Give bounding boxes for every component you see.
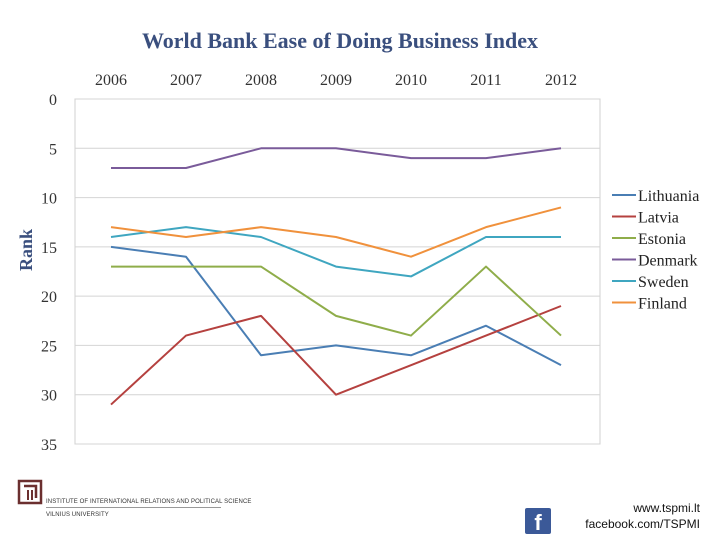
chart-title: World Bank Ease of Doing Business Index [141,28,539,53]
website-link[interactable]: www.tspmi.lt [633,501,700,515]
y-tick-label: 20 [41,289,57,306]
series-line-sweden [110,226,561,278]
legend-label: Lithuania [638,188,699,205]
x-tick-label: 2008 [245,72,277,89]
plot-area [74,98,601,445]
y-tick-label: 0 [49,92,57,109]
y-tick-label: 25 [41,338,57,355]
footer-divider [46,507,221,508]
series-line-denmark [111,147,562,169]
institution-line-1: INSTITUTE OF INTERNATIONAL RELATIONS AND… [46,499,252,505]
legend-label: Denmark [638,253,698,270]
y-tick-label: 35 [41,437,57,454]
legend-label: Latvia [638,210,679,227]
institution-line-2: VILNIUS UNIVERSITY [46,512,109,518]
footer-links: www.tspmi.lt facebook.com/TSPMI [585,500,700,532]
legend-label: Sweden [638,274,689,291]
x-tick-label: 2012 [545,72,577,89]
x-tick-label: 2007 [170,72,202,89]
y-tick-label: 15 [41,240,57,257]
legend-label: Estonia [638,231,686,248]
x-tick-label: 2009 [320,72,352,89]
institution-name: INSTITUTE OF INTERNATIONAL RELATIONS AND… [46,498,252,520]
university-logo-icon [17,479,43,505]
series-line-estonia [111,265,562,337]
series-line-finland [110,206,562,258]
facebook-icon[interactable]: f [525,508,551,535]
facebook-link[interactable]: facebook.com/TSPMI [585,517,700,531]
line-chart: 0 5 10 15 20 25 30 35 2006 2007 2008 2009 2010 2011 20… [16,72,699,454]
series-line-latvia [110,305,562,406]
x-tick-label: 2011 [470,72,501,89]
series-line-lithuania [110,245,562,367]
y-tick-label: 5 [49,141,57,158]
y-axis-label: Rank [16,229,36,271]
x-tick-label: 2006 [95,72,127,89]
legend-label: Finland [638,296,687,313]
y-tick-label: 10 [41,191,57,208]
x-tick-label: 2010 [395,72,427,89]
y-tick-label: 30 [41,388,57,405]
